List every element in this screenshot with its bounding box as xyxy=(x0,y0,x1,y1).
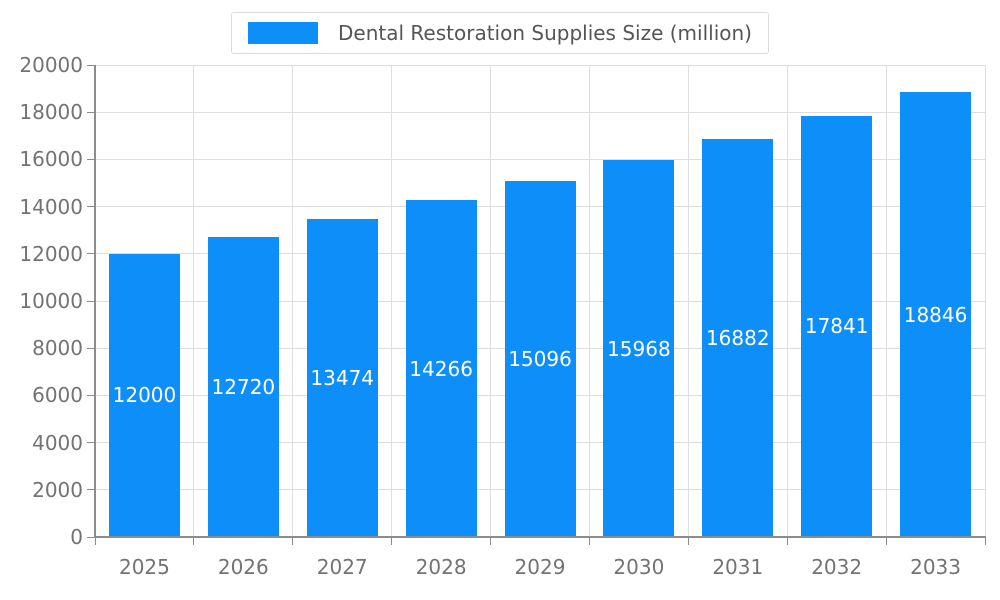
legend: Dental Restoration Supplies Size (millio… xyxy=(0,12,1000,54)
y-axis-tick xyxy=(87,394,95,396)
bar xyxy=(406,200,477,537)
bar-value-label: 16882 xyxy=(705,325,770,350)
y-tick-label: 18000 xyxy=(19,100,83,125)
y-axis-tick xyxy=(87,253,95,255)
x-tick-label: 2032 xyxy=(811,555,863,579)
x-axis-tick xyxy=(786,537,788,545)
bar xyxy=(702,139,773,537)
bar xyxy=(208,237,279,537)
y-axis-tick xyxy=(87,442,95,444)
y-axis-tick xyxy=(87,347,95,349)
x-axis-tick xyxy=(94,537,96,545)
x-axis-tick xyxy=(885,537,887,545)
x-grid-line xyxy=(391,65,393,537)
x-axis-tick xyxy=(391,537,393,545)
bar-value-label: 15968 xyxy=(607,336,671,361)
x-grid-line xyxy=(786,65,788,537)
y-axis-tick xyxy=(87,489,95,491)
y-tick-label: 8000 xyxy=(32,336,83,361)
y-tick-label: 4000 xyxy=(32,430,83,455)
y-tick-label: 2000 xyxy=(32,477,83,502)
y-tick-label: 16000 xyxy=(19,147,83,172)
x-grid-line xyxy=(292,65,294,537)
y-tick-label: 14000 xyxy=(19,194,83,219)
x-axis-line xyxy=(94,536,986,538)
x-grid-line xyxy=(490,65,492,537)
x-axis-tick xyxy=(490,537,492,545)
x-tick-label: 2033 xyxy=(910,555,961,579)
x-grid-line xyxy=(687,65,689,537)
y-grid-line xyxy=(95,158,985,160)
bar xyxy=(603,160,674,537)
legend-box: Dental Restoration Supplies Size (millio… xyxy=(231,12,769,54)
y-axis-tick xyxy=(87,111,95,113)
y-axis-tick xyxy=(87,536,95,538)
x-tick-label: 2025 xyxy=(118,555,170,579)
x-grid-line xyxy=(885,65,887,537)
y-axis-tick xyxy=(87,206,95,208)
x-tick-label: 2030 xyxy=(613,555,665,579)
y-axis-tick xyxy=(87,158,95,160)
bar xyxy=(307,219,378,537)
x-axis-tick xyxy=(193,537,195,545)
y-axis-line xyxy=(94,65,96,537)
y-tick-label: 12000 xyxy=(19,241,83,266)
bar-value-label: 12000 xyxy=(112,383,177,408)
y-tick-label: 10000 xyxy=(19,289,83,313)
y-tick-label: 6000 xyxy=(32,383,83,408)
bar xyxy=(900,92,971,537)
y-grid-line xyxy=(95,64,985,66)
x-grid-line xyxy=(588,65,590,537)
bar xyxy=(801,116,872,537)
x-grid-line xyxy=(193,65,195,537)
y-tick-label: 0 xyxy=(70,525,83,549)
y-axis-tick xyxy=(87,300,95,302)
bar-value-label: 13474 xyxy=(310,366,375,390)
bar-value-label: 12720 xyxy=(211,374,276,399)
x-grid-line xyxy=(984,65,986,537)
x-tick-label: 2027 xyxy=(316,555,368,579)
legend-swatch-icon xyxy=(248,22,319,44)
x-axis-tick xyxy=(588,537,590,545)
x-axis-tick xyxy=(984,537,986,545)
x-axis-tick xyxy=(687,537,689,545)
bar xyxy=(109,254,180,537)
x-tick-label: 2028 xyxy=(415,555,467,579)
bar-value-label: 14266 xyxy=(409,356,473,381)
y-axis-tick xyxy=(87,64,95,66)
x-tick-label: 2031 xyxy=(712,555,764,579)
y-grid-line xyxy=(95,111,985,113)
legend-label: Dental Restoration Supplies Size (millio… xyxy=(338,21,752,45)
plot-area: 12000 12720 13474 14266 15096 15968 16882 17841… xyxy=(87,64,986,545)
x-tick-label: 2026 xyxy=(217,555,269,579)
bar xyxy=(505,181,576,537)
bar-value-label: 18846 xyxy=(903,302,968,327)
x-axis-tick xyxy=(292,537,294,545)
bar-value-label: 17841 xyxy=(804,314,869,339)
x-tick-label: 2029 xyxy=(514,555,566,579)
y-tick-label: 20000 xyxy=(19,53,83,77)
bar-value-label: 15096 xyxy=(508,346,572,371)
